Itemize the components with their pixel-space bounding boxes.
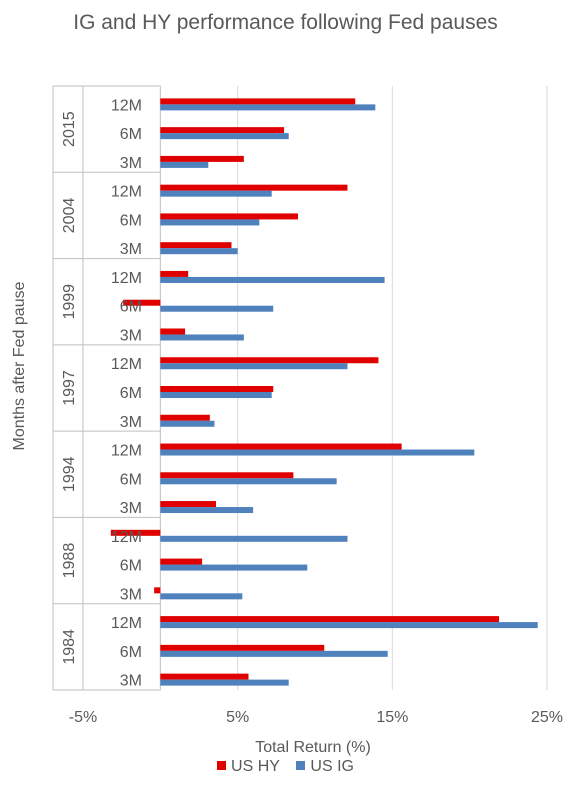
row-label: 6M bbox=[120, 299, 142, 316]
legend-swatch-ig bbox=[296, 761, 306, 771]
bar-us-hy bbox=[160, 443, 402, 450]
bar-us-ig bbox=[160, 593, 243, 600]
row-label: 12M bbox=[111, 184, 142, 201]
bar-us-hy bbox=[160, 328, 186, 335]
bar-us-hy bbox=[154, 587, 161, 594]
row-label: 3M bbox=[120, 327, 142, 344]
bar-us-ig bbox=[160, 478, 337, 485]
row-label: 12M bbox=[111, 270, 142, 287]
bar-us-ig bbox=[160, 507, 254, 514]
bar-us-hy bbox=[160, 242, 232, 249]
bar-us-hy bbox=[160, 644, 325, 651]
bar-us-ig bbox=[160, 679, 289, 686]
row-label: 12M bbox=[111, 443, 142, 460]
x-tick-label: 15% bbox=[376, 709, 408, 726]
row-label: 6M bbox=[120, 558, 142, 575]
bar-us-ig bbox=[160, 104, 376, 111]
bar-us-ig bbox=[160, 392, 272, 398]
bar-us-hy bbox=[160, 501, 217, 508]
bar-us-hy bbox=[160, 213, 298, 220]
bar-us-hy bbox=[160, 472, 294, 479]
bar-us-ig bbox=[160, 650, 388, 657]
bar-us-ig bbox=[160, 334, 244, 341]
bar-us-ig bbox=[160, 219, 260, 226]
row-label: 12M bbox=[111, 615, 142, 632]
chart-title-text: IG and HY performance following Fed paus… bbox=[73, 11, 498, 34]
bar-us-hy bbox=[160, 558, 203, 565]
row-label: 3M bbox=[120, 155, 142, 172]
row-label: 12M bbox=[111, 356, 142, 373]
chart-title: IG and HY performance following Fed paus… bbox=[0, 8, 571, 38]
bar-us-hy bbox=[160, 357, 379, 364]
x-tick-label: -5% bbox=[69, 709, 97, 726]
bar-us-hy bbox=[160, 127, 285, 134]
legend-label-hy: US HY bbox=[231, 758, 280, 775]
year-label: 1984 bbox=[61, 629, 78, 665]
gridlines bbox=[82, 86, 548, 690]
bar-us-hy bbox=[123, 299, 161, 306]
legend-swatch-hy bbox=[217, 761, 227, 771]
row-label: 6M bbox=[120, 385, 142, 402]
legend-item-ig: US IG bbox=[296, 758, 354, 776]
row-label: 6M bbox=[120, 644, 142, 661]
bar-us-ig bbox=[160, 161, 209, 168]
bar-us-ig bbox=[160, 133, 289, 140]
bar-us-hy bbox=[160, 673, 249, 680]
bars bbox=[110, 98, 538, 686]
year-label: 2004 bbox=[61, 198, 78, 234]
bar-us-hy bbox=[160, 184, 348, 191]
legend: US HY US IG bbox=[0, 758, 571, 776]
row-label: 3M bbox=[120, 414, 142, 431]
bar-us-hy bbox=[160, 414, 210, 421]
bar-us-ig bbox=[160, 305, 274, 312]
row-label: 3M bbox=[120, 586, 142, 603]
bar-us-hy bbox=[110, 529, 161, 536]
x-tick-label: 25% bbox=[531, 709, 563, 726]
row-label: 6M bbox=[120, 126, 142, 143]
bar-us-ig bbox=[160, 564, 308, 571]
row-label: 12M bbox=[111, 529, 142, 546]
row-label: 3M bbox=[120, 500, 142, 517]
bar-us-ig bbox=[160, 420, 215, 427]
year-label: 1997 bbox=[61, 370, 78, 406]
year-label: 1988 bbox=[61, 543, 78, 579]
year-label: 1999 bbox=[61, 284, 78, 320]
row-label: 6M bbox=[120, 471, 142, 488]
year-label: 1994 bbox=[61, 456, 78, 492]
bar-us-ig bbox=[160, 190, 272, 197]
bar-us-ig bbox=[160, 363, 348, 370]
bar-us-ig bbox=[160, 449, 475, 456]
category-labels: 2015 12M 6M 3M 2004 12M 6M 3M 1999 12M 6M 3M 1997 12M… bbox=[61, 97, 142, 689]
x-axis-title: Total Return (%) bbox=[255, 739, 371, 756]
row-label: 3M bbox=[120, 673, 142, 690]
bar-us-hy bbox=[160, 270, 189, 277]
bar-us-ig bbox=[160, 622, 538, 629]
legend-label-ig: US IG bbox=[310, 758, 354, 775]
x-tick-label: 5% bbox=[226, 709, 249, 726]
y-axis-title: Months after Fed pause bbox=[11, 281, 28, 450]
bar-us-hy bbox=[160, 386, 274, 392]
bar-us-ig bbox=[160, 535, 348, 542]
legend-item-hy: US HY bbox=[217, 758, 280, 776]
row-label: 6M bbox=[120, 212, 142, 229]
row-label: 12M bbox=[111, 97, 142, 114]
row-label: 3M bbox=[120, 241, 142, 258]
bar-us-hy bbox=[160, 155, 244, 162]
bar-us-ig bbox=[160, 276, 385, 283]
bar-us-ig bbox=[160, 248, 238, 255]
bar-us-hy bbox=[160, 616, 500, 623]
x-axis-ticks: -5% 5% 15% 25% bbox=[69, 709, 563, 726]
year-label: 2015 bbox=[61, 111, 78, 147]
bar-us-hy bbox=[160, 98, 356, 105]
